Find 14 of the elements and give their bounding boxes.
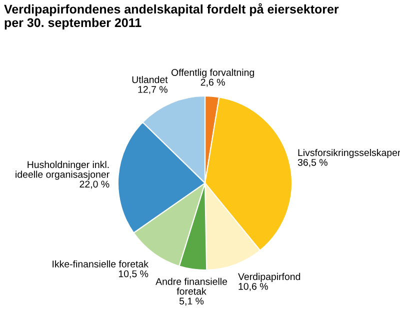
data-label: 2,6 % xyxy=(200,78,225,87)
data-label: 5,1 % xyxy=(179,298,204,306)
chart-title: Verdipapirfondenes andelskapital fordelt på eiersektorer per 30. september 2011 xyxy=(4,3,339,30)
slice-label: Offentlig forvaltning xyxy=(171,68,254,78)
data-label: 12,7 % xyxy=(138,86,168,94)
slice-label: Ikke-finansielle foretak xyxy=(52,260,148,268)
slice-label: Husholdninger inkl. ideelle organisasjoner xyxy=(16,160,110,180)
data-label: 22,0 % xyxy=(80,180,110,189)
slice-label: Utlandet xyxy=(132,76,168,84)
data-label: 10,6 % xyxy=(238,282,268,291)
data-label: 36,5 % xyxy=(298,158,328,167)
slice-label: Verdipapirfond xyxy=(238,272,300,282)
data-label: 10,5 % xyxy=(118,270,148,278)
slice-label: Andre finansielle foretak xyxy=(156,278,228,295)
